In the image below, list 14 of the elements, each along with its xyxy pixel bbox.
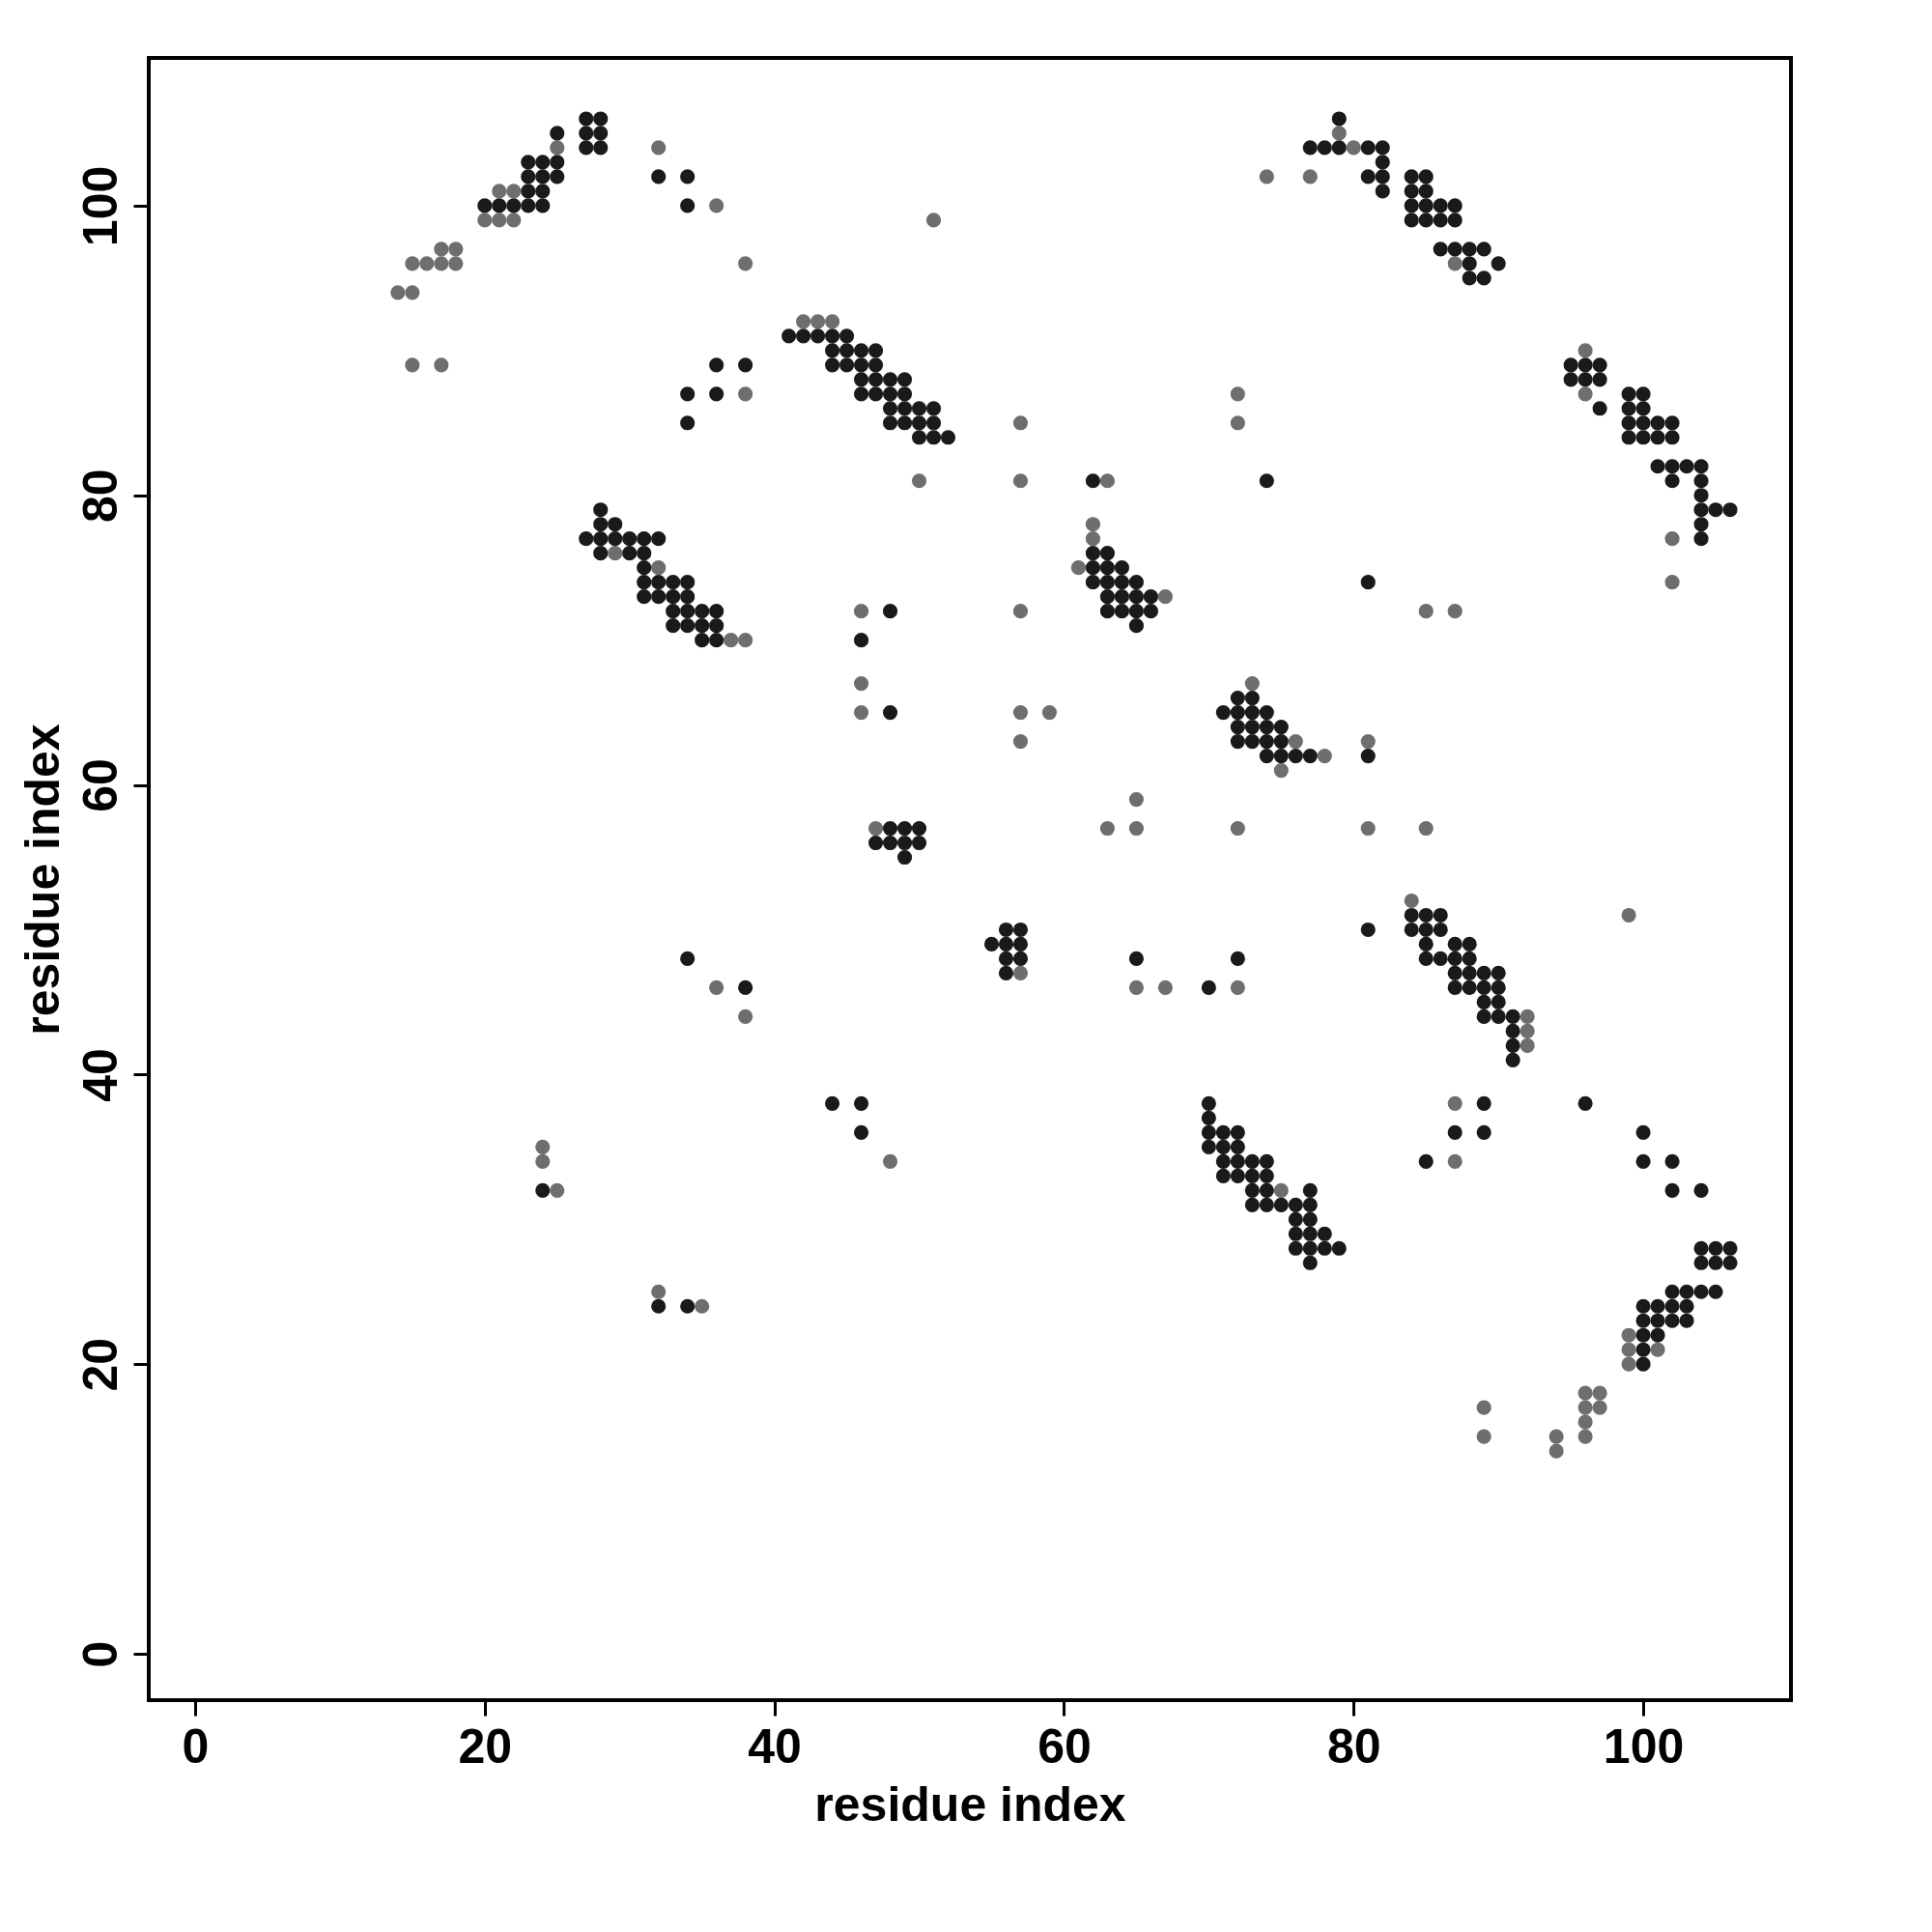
x-tick-label: 0 xyxy=(182,1719,210,1774)
x-tick-label: 40 xyxy=(748,1719,802,1774)
y-axis-title: residue index xyxy=(14,724,70,1036)
y-tick-label: 20 xyxy=(72,1337,128,1392)
x-tick-label: 100 xyxy=(1603,1719,1685,1774)
y-tick-label: 80 xyxy=(72,469,128,524)
y-tick-label: 60 xyxy=(72,758,128,812)
x-tick-label: 80 xyxy=(1326,1719,1381,1774)
x-axis-title: residue index xyxy=(814,1776,1126,1832)
x-tick-label: 20 xyxy=(458,1719,513,1774)
x-tick-label: 60 xyxy=(1037,1719,1092,1774)
y-tick-label: 0 xyxy=(72,1640,128,1668)
y-tick-label: 40 xyxy=(72,1048,128,1102)
y-tick-label: 100 xyxy=(72,165,128,247)
